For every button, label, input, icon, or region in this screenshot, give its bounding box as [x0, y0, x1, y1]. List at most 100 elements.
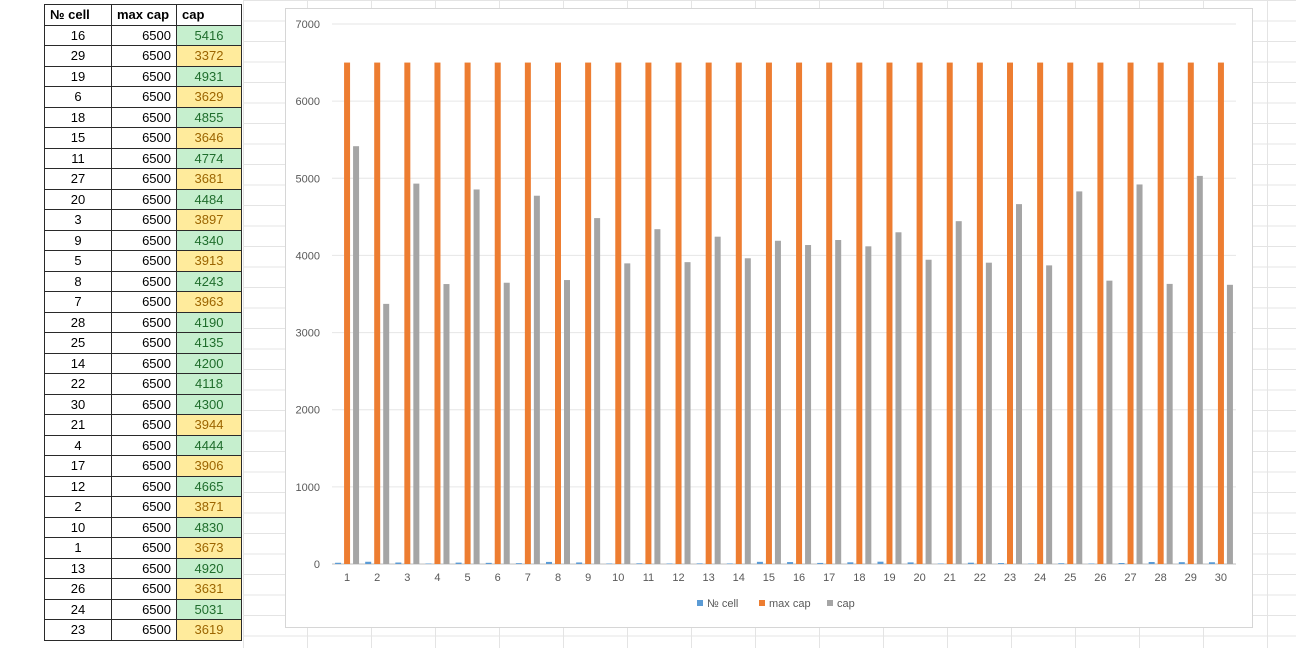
cell-max-cap[interactable]: 6500: [111, 270, 177, 292]
cell-number[interactable]: 27: [44, 168, 112, 190]
cell-cap[interactable]: 3372: [176, 45, 242, 67]
cell-max-cap[interactable]: 6500: [111, 557, 177, 579]
cell-number[interactable]: 4: [44, 434, 112, 456]
bar-cell[interactable]: [847, 562, 854, 564]
bar-cell[interactable]: [606, 563, 613, 565]
bar-max-cap[interactable]: [344, 62, 351, 564]
cell-max-cap[interactable]: 6500: [111, 332, 177, 354]
cell-number[interactable]: 7: [44, 291, 112, 313]
cell-max-cap[interactable]: 6500: [111, 598, 177, 620]
bar-cell[interactable]: [696, 563, 703, 564]
cell-cap[interactable]: 3673: [176, 537, 242, 559]
cell-cap[interactable]: 3681: [176, 168, 242, 190]
cell-cap[interactable]: 5031: [176, 598, 242, 620]
bar-cell[interactable]: [1028, 563, 1035, 565]
bar-cap[interactable]: [895, 232, 902, 565]
cell-cap[interactable]: 4135: [176, 332, 242, 354]
bar-max-cap[interactable]: [1127, 62, 1134, 564]
cell-cap[interactable]: 4200: [176, 352, 242, 374]
bar-cap[interactable]: [594, 218, 601, 564]
bar-max-cap[interactable]: [916, 62, 923, 564]
cell-cap[interactable]: 3913: [176, 250, 242, 272]
bar-cell[interactable]: [817, 562, 824, 564]
bar-max-cap[interactable]: [946, 62, 953, 564]
bar-max-cap[interactable]: [645, 62, 652, 564]
cell-number[interactable]: 21: [44, 414, 112, 436]
bar-max-cap[interactable]: [765, 62, 772, 564]
bar-max-cap[interactable]: [976, 62, 983, 564]
bar-max-cap[interactable]: [404, 62, 411, 564]
bar-cell[interactable]: [756, 561, 763, 564]
cell-cap[interactable]: 4300: [176, 393, 242, 415]
bar-max-cap[interactable]: [434, 62, 441, 564]
cell-max-cap[interactable]: 6500: [111, 45, 177, 67]
bar-cell[interactable]: [998, 563, 1004, 564]
bar-max-cap[interactable]: [735, 62, 742, 564]
bar-cap[interactable]: [1136, 184, 1143, 564]
bar-cap[interactable]: [1166, 283, 1173, 564]
bar-max-cap[interactable]: [374, 62, 381, 564]
cell-max-cap[interactable]: 6500: [111, 537, 177, 559]
cell-max-cap[interactable]: 6500: [111, 65, 177, 87]
bar-max-cap[interactable]: [1067, 62, 1074, 564]
bar-cap[interactable]: [1016, 204, 1022, 564]
bar-cell[interactable]: [1208, 562, 1215, 564]
bar-cell[interactable]: [787, 562, 794, 564]
cell-cap[interactable]: 3897: [176, 209, 242, 231]
cell-cap[interactable]: 5416: [176, 24, 242, 46]
bar-cap[interactable]: [1046, 265, 1053, 564]
bar-cell[interactable]: [636, 563, 643, 564]
cell-number[interactable]: 5: [44, 250, 112, 272]
bar-max-cap[interactable]: [585, 62, 592, 564]
header-cell-number[interactable]: № cell: [44, 4, 112, 26]
cell-cap[interactable]: 4830: [176, 516, 242, 538]
bar-max-cap[interactable]: [1097, 62, 1104, 564]
bar-cap[interactable]: [443, 284, 450, 564]
bar-cell[interactable]: [546, 561, 552, 564]
cell-cap[interactable]: 4855: [176, 106, 242, 128]
cell-max-cap[interactable]: 6500: [111, 311, 177, 333]
cell-cap[interactable]: 3963: [176, 291, 242, 313]
bar-max-cap[interactable]: [1037, 62, 1044, 564]
bar-cap[interactable]: [1196, 175, 1203, 564]
bar-cap[interactable]: [955, 221, 962, 565]
cell-max-cap[interactable]: 6500: [111, 127, 177, 149]
cell-max-cap[interactable]: 6500: [111, 475, 177, 497]
bar-cell[interactable]: [1178, 562, 1185, 564]
bar-max-cap[interactable]: [494, 62, 501, 564]
bar-cell[interactable]: [666, 563, 673, 565]
cell-cap[interactable]: 4774: [176, 147, 242, 169]
cell-max-cap[interactable]: 6500: [111, 24, 177, 46]
legend-entry[interactable]: № cell: [707, 598, 738, 610]
cell-max-cap[interactable]: 6500: [111, 229, 177, 251]
cell-number[interactable]: 22: [44, 373, 112, 395]
cell-max-cap[interactable]: 6500: [111, 352, 177, 374]
bar-cap[interactable]: [564, 280, 570, 564]
bar-cap[interactable]: [774, 240, 781, 564]
bar-cell[interactable]: [726, 563, 733, 564]
cell-cap[interactable]: 3944: [176, 414, 242, 436]
bar-cap[interactable]: [714, 236, 721, 564]
cell-number[interactable]: 6: [44, 86, 112, 108]
bar-cell[interactable]: [395, 562, 402, 564]
bar-cap[interactable]: [805, 245, 812, 564]
bar-cell[interactable]: [455, 562, 462, 564]
bar-max-cap[interactable]: [826, 62, 833, 564]
cell-number[interactable]: 30: [44, 393, 112, 415]
bar-cap[interactable]: [1076, 191, 1083, 564]
cell-cap[interactable]: 4920: [176, 557, 242, 579]
cell-cap[interactable]: 4118: [176, 373, 242, 395]
cell-max-cap[interactable]: 6500: [111, 106, 177, 128]
cell-number[interactable]: 9: [44, 229, 112, 251]
cell-cap[interactable]: 4931: [176, 65, 242, 87]
bar-cap[interactable]: [865, 246, 872, 564]
cell-max-cap[interactable]: 6500: [111, 188, 177, 210]
bar-cap[interactable]: [684, 262, 691, 564]
cell-max-cap[interactable]: 6500: [111, 209, 177, 231]
cell-number[interactable]: 19: [44, 65, 112, 87]
bar-max-cap[interactable]: [796, 62, 803, 564]
bar-cap[interactable]: [533, 195, 540, 564]
bar-cap[interactable]: [654, 229, 661, 564]
cell-max-cap[interactable]: 6500: [111, 578, 177, 600]
cell-number[interactable]: 10: [44, 516, 112, 538]
